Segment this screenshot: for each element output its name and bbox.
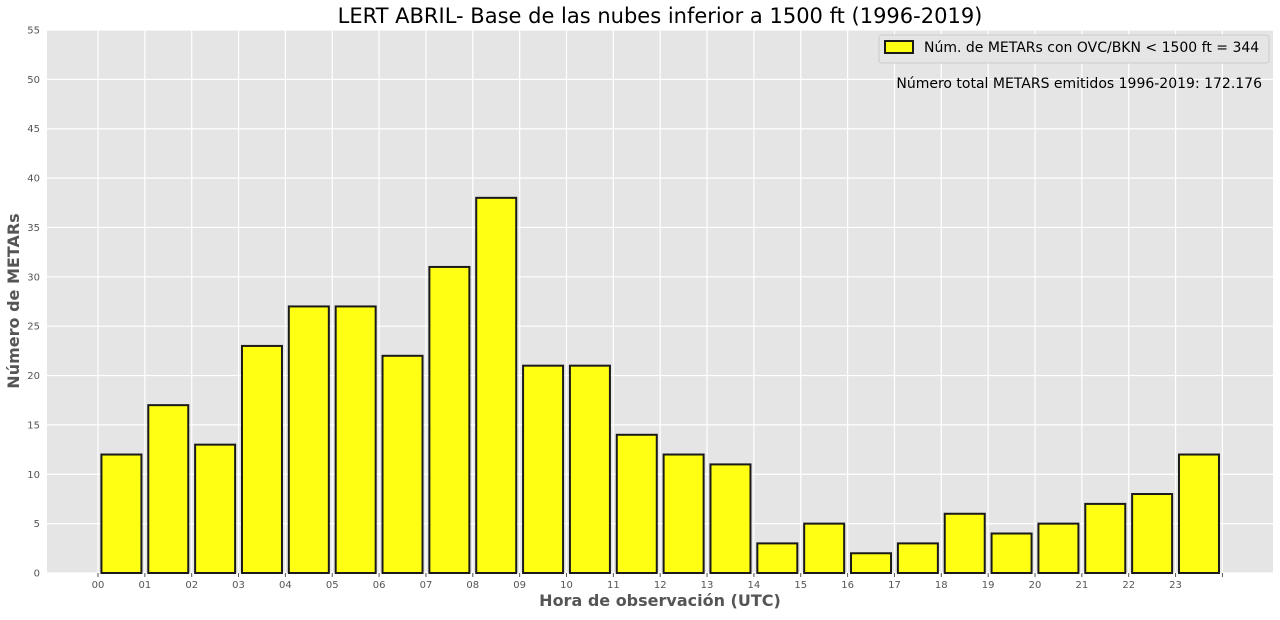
x-gridlines <box>97 30 1224 577</box>
x-tick-label: 05 <box>326 580 339 591</box>
y-tick-label: 5 <box>34 519 40 530</box>
y-tick-labels: 0 5 10 15 20 25 30 35 40 45 50 55 <box>27 26 40 580</box>
bar <box>662 453 705 575</box>
x-tick-label: 23 <box>1169 580 1182 591</box>
y-tick-label: 15 <box>27 420 40 431</box>
y-tick-label: 30 <box>27 272 40 283</box>
bar <box>756 542 799 575</box>
bar <box>475 196 518 574</box>
bar <box>287 305 330 574</box>
x-tick-label: 11 <box>607 580 620 591</box>
y-axis-label: Número de METARs <box>4 213 23 388</box>
bar <box>1131 493 1174 575</box>
bar <box>381 354 424 574</box>
y-tick-label: 0 <box>34 569 40 580</box>
y-tick-label: 50 <box>27 75 40 86</box>
x-tick-label: 21 <box>1075 580 1088 591</box>
x-tick-label: 09 <box>513 580 526 591</box>
legend-label: Núm. de METARs con OVC/BKN < 1500 ft = 3… <box>924 40 1259 56</box>
bar <box>334 305 377 574</box>
y-tick-label: 40 <box>27 174 40 185</box>
x-tick-label: 12 <box>654 580 667 591</box>
chart-title: LERT ABRIL- Base de las nubes inferior a… <box>338 4 983 28</box>
x-tick-label: 07 <box>420 580 433 591</box>
bar <box>850 552 893 574</box>
bar <box>803 522 846 574</box>
x-tick-label: 03 <box>232 580 245 591</box>
x-tick-label: 08 <box>466 580 479 591</box>
bar <box>1177 453 1220 575</box>
y-tick-label: 35 <box>27 223 40 234</box>
x-tick-label: 18 <box>935 580 948 591</box>
x-tick-label: 15 <box>794 580 807 591</box>
x-tick-label: 14 <box>748 580 761 591</box>
bar <box>615 433 658 575</box>
bar <box>428 265 471 574</box>
x-tick-labels: 00 01 02 03 04 05 06 07 08 09 10 11 12 13 14 15 16 17 18 19… <box>92 580 1182 591</box>
y-tick-label: 10 <box>27 470 40 481</box>
bar <box>240 344 283 574</box>
bar <box>100 453 143 575</box>
x-tick-label: 16 <box>841 580 854 591</box>
legend-box <box>878 34 1270 64</box>
bar <box>1084 502 1127 574</box>
legend: Núm. de METARs con OVC/BKN < 1500 ft = 3… <box>878 34 1270 64</box>
bar <box>147 404 190 574</box>
y-tick-label: 20 <box>27 371 40 382</box>
bar <box>1037 522 1080 574</box>
x-tick-label: 13 <box>701 580 714 591</box>
x-tick-label: 01 <box>138 580 151 591</box>
y-tick-label: 55 <box>27 26 40 37</box>
y-tick-label: 45 <box>27 124 40 135</box>
bar <box>990 532 1033 575</box>
x-tick-label: 19 <box>982 580 995 591</box>
bars <box>100 196 1220 575</box>
bar <box>522 364 565 574</box>
bar <box>568 364 611 574</box>
x-tick-label: 17 <box>888 580 901 591</box>
total-metars-annotation: Número total METARS emitidos 1996-2019: … <box>896 76 1262 92</box>
x-tick-label: 04 <box>279 580 292 591</box>
x-tick-label: 10 <box>560 580 573 591</box>
x-axis-label: Hora de observación (UTC) <box>539 591 781 610</box>
x-tick-label: 22 <box>1122 580 1135 591</box>
bar <box>896 542 939 575</box>
bar <box>194 443 237 574</box>
bar <box>943 512 986 574</box>
x-tick-label: 20 <box>1029 580 1042 591</box>
x-tick-label: 02 <box>185 580 198 591</box>
bar <box>709 463 752 574</box>
x-tick-label: 06 <box>373 580 386 591</box>
x-tick-label: 00 <box>92 580 105 591</box>
y-tick-label: 25 <box>27 322 40 333</box>
legend-swatch <box>884 40 914 54</box>
